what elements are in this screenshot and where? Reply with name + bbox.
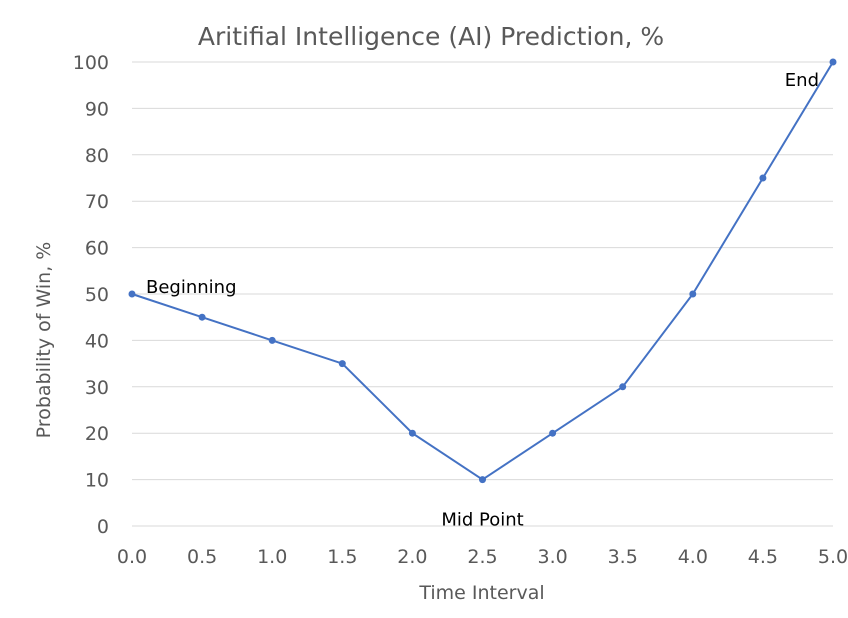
- y-axis-title: Probability of Win, %: [33, 242, 55, 439]
- annotation-label: Beginning: [146, 277, 237, 298]
- x-tick-label: 2.5: [467, 546, 497, 568]
- gridlines: [132, 61, 833, 527]
- data-point: [689, 290, 697, 298]
- y-tick-label: 100: [73, 52, 109, 74]
- x-tick-label: 0.0: [117, 546, 147, 568]
- data-point: [619, 383, 627, 391]
- x-tick-label: 0.5: [187, 546, 217, 568]
- x-tick-label: 1.5: [327, 546, 357, 568]
- x-axis-title: Time Interval: [418, 582, 544, 604]
- x-tick-label: 3.5: [608, 546, 638, 568]
- data-points: [128, 58, 837, 484]
- x-tick-label: 3.0: [537, 546, 567, 568]
- y-tick-label: 40: [85, 330, 109, 352]
- data-point: [829, 58, 837, 66]
- y-tick-label: 0: [97, 516, 109, 538]
- y-tick-label: 80: [85, 145, 109, 167]
- x-tick-label: 5.0: [818, 546, 848, 568]
- data-point: [128, 290, 136, 298]
- x-tick-label: 1.0: [257, 546, 287, 568]
- data-point: [408, 429, 416, 437]
- y-tick-label: 90: [85, 98, 109, 120]
- annotations: Beginning Mid Point End: [146, 70, 819, 531]
- x-axis-ticks: 0.0 0.5 1.0 1.5 2.0 2.5 3.0 3.5 4.0 4.5 5.0: [117, 546, 848, 568]
- y-tick-label: 30: [85, 377, 109, 399]
- y-tick-label: 10: [85, 470, 109, 492]
- annotation-label: Mid Point: [441, 510, 523, 531]
- y-tick-label: 70: [85, 191, 109, 213]
- y-tick-label: 50: [85, 284, 109, 306]
- x-tick-label: 4.5: [748, 546, 778, 568]
- y-tick-label: 60: [85, 238, 109, 260]
- data-point: [549, 429, 557, 437]
- data-point: [198, 313, 206, 321]
- chart-title: Aritifial Intelligence (AI) Prediction, …: [198, 22, 664, 51]
- y-axis-ticks: 0 10 20 30 40 50 60 70 80 90 100: [73, 52, 109, 538]
- y-tick-label: 20: [85, 423, 109, 445]
- series-line: [131, 61, 834, 481]
- annotation-label: End: [785, 70, 819, 91]
- data-point: [268, 336, 276, 344]
- x-tick-label: 4.0: [678, 546, 708, 568]
- x-tick-label: 2.0: [397, 546, 427, 568]
- data-point: [338, 360, 346, 368]
- data-point: [479, 476, 486, 484]
- data-point: [759, 174, 767, 182]
